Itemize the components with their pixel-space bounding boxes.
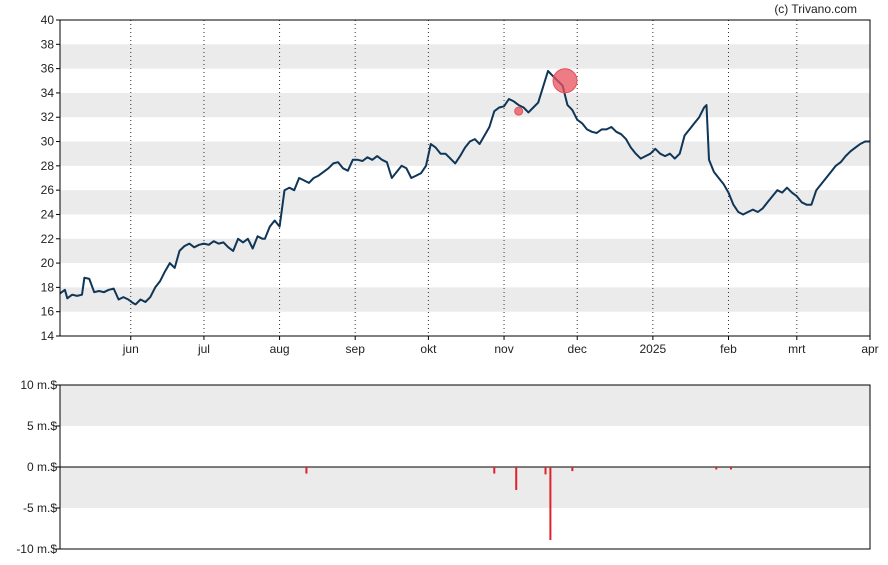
x-tick-label: jun — [122, 342, 139, 356]
y-tick-label: 24 — [41, 207, 55, 221]
y-tick-label: 18 — [41, 280, 55, 294]
x-tick-label: apr — [861, 342, 878, 356]
price-chart-bands — [60, 44, 870, 312]
volume-band — [60, 467, 870, 508]
price-chart: 14 16 18 20 22 24 26 28 30 32 34 36 38 40 jun jul aug se… — [41, 13, 879, 356]
volume-bar — [544, 467, 547, 475]
price-band — [60, 92, 870, 118]
y-tick-label: 34 — [41, 86, 55, 100]
y-tick-label: 40 — [41, 13, 55, 27]
y-tick-label: 38 — [41, 37, 55, 51]
y-tick-label: 30 — [41, 135, 55, 149]
x-tick-label: aug — [270, 342, 290, 356]
price-frame-rect — [59, 19, 871, 337]
volume-chart-bands — [60, 385, 870, 508]
y-tick-label: 16 — [41, 305, 55, 319]
volume-bar — [549, 467, 552, 540]
x-tick-label: 2025 — [640, 342, 667, 356]
price-band — [60, 238, 870, 264]
volume-chart: 10 m.$ 5 m.$ 0 m.$ -5 m.$ -10 m.$ — [16, 378, 871, 556]
volume-bars — [305, 467, 732, 540]
y-tick-label: 36 — [41, 62, 55, 76]
x-tick-label: sep — [346, 342, 366, 356]
x-tick-label: nov — [494, 342, 513, 356]
price-line — [59, 70, 870, 306]
y-tick-label: 20 — [41, 256, 55, 270]
price-band — [60, 190, 870, 215]
volume-chart-frame — [59, 384, 871, 550]
volume-y-tick-label: -5 m.$ — [23, 501, 57, 515]
x-tick-label: mrt — [788, 342, 806, 356]
y-tick-label: 26 — [41, 183, 55, 197]
y-tick-label: 28 — [41, 159, 55, 173]
volume-chart-y-axis: 10 m.$ 5 m.$ 0 m.$ -5 m.$ -10 m.$ — [16, 378, 60, 556]
x-tick-label: dec — [568, 342, 587, 356]
copyright-text: (c) Trivano.com — [774, 2, 857, 16]
volume-y-tick-label: 5 m.$ — [27, 419, 57, 433]
y-tick-label: 32 — [41, 110, 55, 124]
volume-bar — [571, 467, 574, 472]
volume-bar — [729, 467, 732, 470]
price-chart-frame — [59, 19, 871, 337]
price-line-group — [59, 70, 870, 306]
price-band — [60, 141, 870, 166]
price-band — [60, 287, 870, 312]
price-band — [60, 44, 870, 69]
y-tick-label: 14 — [41, 329, 55, 343]
price-chart-vertical-gridlines — [130, 20, 798, 336]
volume-band — [60, 385, 870, 426]
price-markers — [514, 68, 578, 116]
x-tick-label: jul — [197, 342, 210, 356]
trade-marker — [552, 68, 578, 94]
price-chart-x-axis: jun jul aug sep okt nov dec 2025 feb mrt apr — [122, 336, 879, 356]
volume-bar — [305, 467, 308, 474]
volume-bar — [715, 467, 718, 470]
volume-bar — [515, 467, 518, 490]
x-tick-label: okt — [420, 342, 437, 356]
price-chart-y-axis: 14 16 18 20 22 24 26 28 30 32 34 36 38 40 — [41, 13, 60, 343]
x-tick-label: feb — [720, 342, 737, 356]
y-tick-label: 22 — [41, 232, 55, 246]
trade-marker — [514, 106, 524, 116]
volume-y-tick-label: -10 m.$ — [16, 542, 57, 556]
volume-frame-rect — [59, 384, 871, 550]
volume-y-tick-label: 0 m.$ — [27, 460, 57, 474]
volume-bar — [493, 467, 496, 474]
volume-y-tick-label: 10 m.$ — [20, 378, 57, 392]
